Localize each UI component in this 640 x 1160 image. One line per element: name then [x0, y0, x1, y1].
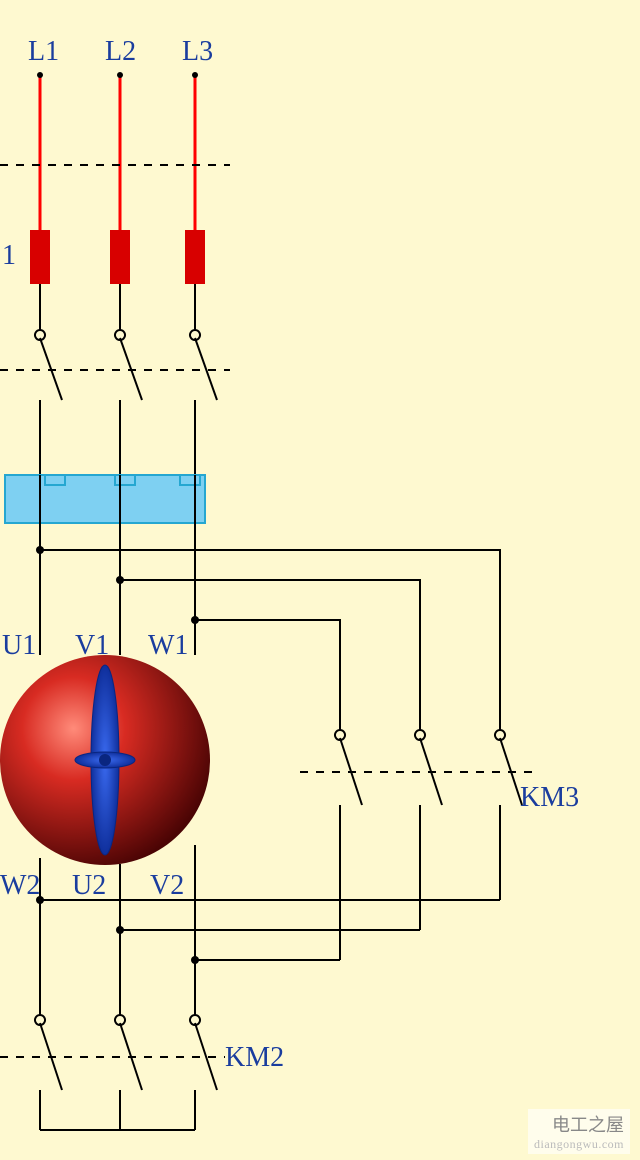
label-fuse-1: 1	[2, 240, 16, 272]
label-W2: W2	[0, 870, 40, 902]
label-V2: V2	[150, 870, 184, 902]
label-KM3: KM3	[520, 782, 579, 814]
label-W1: W1	[148, 630, 188, 662]
label-U1: U1	[2, 630, 36, 662]
label-L3: L3	[182, 36, 213, 68]
watermark-en: diangongwu.com	[534, 1137, 624, 1152]
watermark-cn: 电工之屋	[534, 1111, 624, 1137]
label-KM2: KM2	[225, 1042, 284, 1074]
label-L1: L1	[28, 36, 59, 68]
label-V1: V1	[75, 630, 109, 662]
label-L2: L2	[105, 36, 136, 68]
label-U2: U2	[72, 870, 106, 902]
watermark: 电工之屋 diangongwu.com	[528, 1109, 630, 1154]
